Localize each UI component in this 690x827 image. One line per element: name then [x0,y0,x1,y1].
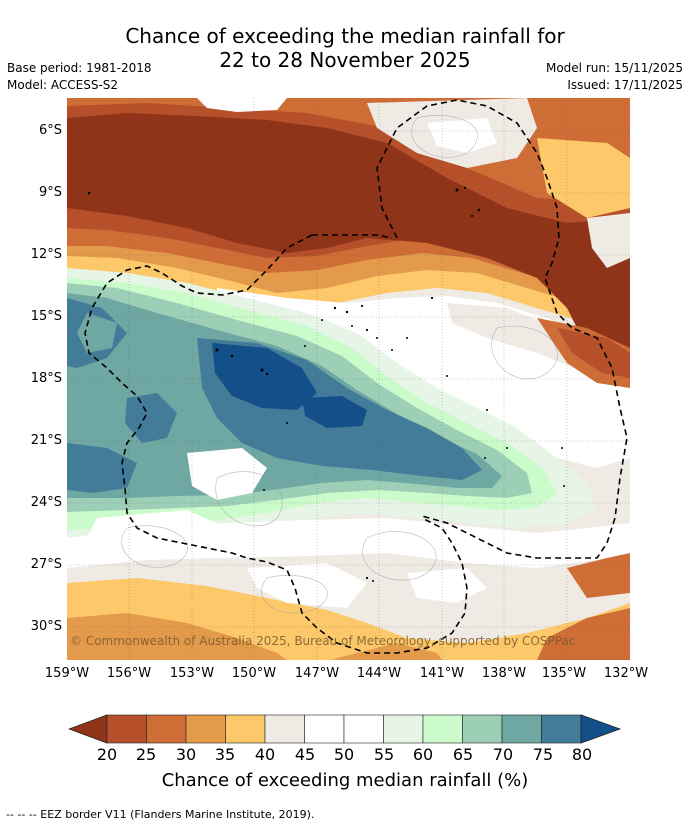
issued-date: Issued: 17/11/2025 [567,78,683,92]
lon-label-135w: 135°W [541,666,587,681]
colorbar-segment [501,714,542,744]
colorbar-segment [541,714,582,744]
colorbar-tick-35: 35 [214,745,236,764]
dark-blue-core [212,343,317,410]
dark-brown-band [67,113,630,378]
lat-label-12s: 12°S [30,247,62,262]
colorbar-tick-70: 70 [492,745,514,764]
colorbar-tick-30: 30 [175,745,197,764]
colorbar [68,714,622,744]
lon-label-150w: 150°W [231,666,277,681]
rainfall-map [67,98,630,660]
colorbar-segment [422,714,463,744]
colorbar-segment [146,714,187,744]
colorbar-segment [343,714,384,744]
lat-label-24s: 24°S [30,495,62,510]
colorbar-tick-60: 60 [412,745,434,764]
colorbar-tick-40: 40 [254,745,276,764]
copyright-notice: © Commonwealth of Australia 2025, Bureau… [70,634,576,648]
model-run: Model run: 15/11/2025 [545,61,683,75]
lon-label-156w: 156°W [106,666,152,681]
lon-label-153w: 153°W [169,666,215,681]
colorbar-arrow-low [68,714,108,744]
lon-label-141w: 141°W [419,666,465,681]
colorbar-tick-25: 25 [135,745,157,764]
colorbar-segment [185,714,226,744]
colorbar-segment [462,714,503,744]
lon-label-144w: 144°W [356,666,402,681]
lon-label-147w: 147°W [294,666,340,681]
colorbar-tick-20: 20 [96,745,118,764]
colorbar-tick-75: 75 [532,745,554,764]
map-title-line1: Chance of exceeding the median rainfall … [125,24,565,48]
eez-borders [84,99,628,654]
lat-label-18s: 18°S [30,371,62,386]
lat-label-30s: 30°S [30,619,62,634]
lon-label-132w: 132°W [603,666,649,681]
colorbar-tick-65: 65 [452,745,474,764]
colorbar-segment [106,714,147,744]
lat-label-21s: 21°S [30,433,62,448]
islands [87,186,565,582]
map-title-line2: 22 to 28 November 2025 [219,48,471,72]
lat-label-15s: 15°S [30,309,62,324]
colorbar-segment [304,714,345,744]
colorbar-tick-55: 55 [373,745,395,764]
colorbar-tick-80: 80 [571,745,593,764]
colorbar-arrow-high [580,714,622,744]
lon-label-159w: 159°W [44,666,90,681]
base-period: Base period: 1981-2018 [7,61,152,75]
lon-label-138w: 138°W [481,666,527,681]
colorbar-title: Chance of exceeding median rainfall (%) [161,770,529,791]
graticule [67,98,630,660]
colorbar-segment [383,714,424,744]
lat-label-9s: 9°S [38,185,62,200]
colorbar-segment [225,714,266,744]
eez-footnote: -- -- -- EEZ border V11 (Flanders Marine… [6,808,315,821]
lat-label-27s: 27°S [30,557,62,572]
colorbar-tick-50: 50 [333,745,355,764]
model-name: Model: ACCESS-S2 [7,78,119,92]
colorbar-tick-45: 45 [294,745,316,764]
colorbar-segment [264,714,305,744]
lat-label-6s: 6°S [38,123,62,138]
